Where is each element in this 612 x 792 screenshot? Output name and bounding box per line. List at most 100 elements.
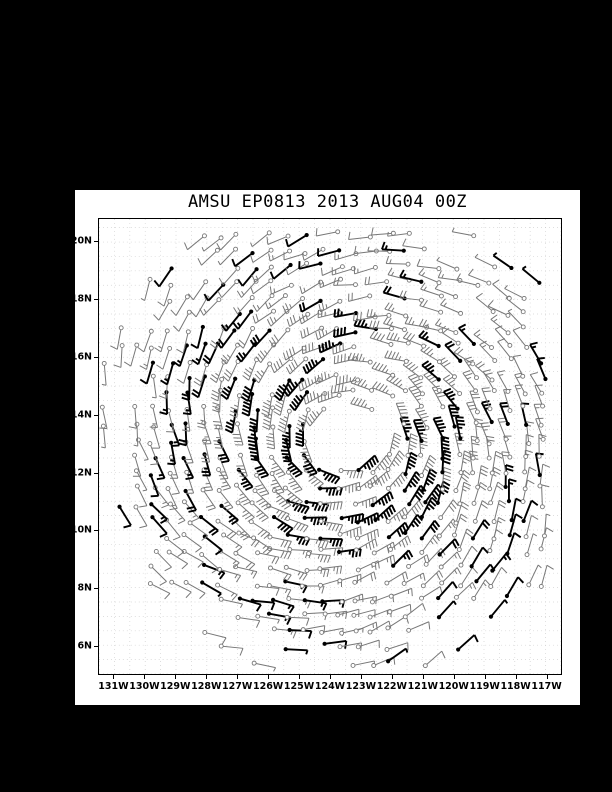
wind-barb [236, 467, 254, 491]
wind-barb [454, 416, 466, 441]
x-tick-label: 130W [129, 681, 160, 692]
wind-barb [385, 255, 411, 267]
wind-barb [522, 466, 537, 492]
wind-barb [229, 393, 242, 418]
wind-barb [494, 325, 513, 348]
x-tick [268, 675, 270, 679]
wind-barb [201, 467, 214, 492]
wind-barb [370, 491, 394, 508]
wind-barb [284, 614, 310, 626]
wind-barb [318, 546, 344, 556]
wind-barb [113, 343, 125, 368]
wind-barb [419, 454, 437, 478]
y-tick [94, 356, 98, 358]
wind-barb [281, 424, 292, 449]
x-tick [453, 675, 455, 679]
wind-barb [232, 421, 244, 446]
wind-barb [282, 485, 303, 507]
wind-barb [355, 560, 380, 573]
wind-barb [387, 432, 402, 457]
x-tick-label: 126W [252, 681, 284, 692]
wind-barb [347, 352, 373, 365]
wind-barb [247, 425, 258, 451]
wind-barb [172, 309, 192, 332]
wind-barb [439, 325, 461, 346]
wind-barb [353, 538, 378, 553]
wind-barb [481, 387, 493, 412]
wind-barb [251, 660, 277, 672]
wind-barb [512, 326, 530, 350]
wind-barb [355, 528, 380, 542]
wind-barb [99, 404, 108, 430]
wind-barb [270, 356, 294, 374]
wind-barb [314, 371, 339, 385]
wind-barb [317, 501, 343, 511]
wind-barb [322, 610, 348, 620]
x-tick [484, 675, 486, 679]
wind-barb [364, 276, 390, 286]
wind-barb [193, 362, 210, 387]
wind-barb [217, 246, 238, 266]
wind-barb [339, 593, 364, 605]
wind-barb [302, 515, 328, 526]
wind-barb [268, 565, 292, 582]
wind-barb [370, 455, 392, 476]
wind-barb [232, 309, 254, 330]
wind-barb [215, 328, 237, 349]
wind-barb [480, 422, 492, 447]
wind-barb [250, 278, 274, 295]
wind-barb [285, 260, 310, 276]
wind-barb [200, 487, 216, 511]
wind-barb [166, 549, 189, 570]
wind-barb [248, 519, 271, 539]
x-tick [175, 675, 177, 679]
wind-barb [134, 483, 148, 508]
x-tick-label: 125W [283, 681, 315, 692]
x-tick [237, 675, 239, 679]
wind-barb [337, 642, 363, 651]
wind-barb [201, 562, 226, 580]
wind-barb [482, 369, 497, 394]
wind-barb [371, 227, 396, 236]
wind-barb [199, 297, 222, 316]
wind-barb [356, 474, 380, 491]
wind-barb [183, 488, 197, 513]
wind-barb [469, 450, 479, 476]
wind-barb [418, 330, 441, 349]
wind-barb [535, 417, 546, 442]
wind-barb [150, 373, 157, 399]
wind-barb [386, 331, 411, 346]
wind-barb [421, 360, 441, 382]
wind-barb [490, 314, 511, 336]
y-tick [94, 298, 98, 300]
wind-barb [337, 547, 362, 558]
wind-barb [367, 471, 391, 489]
wind-barb [451, 227, 477, 239]
wind-barb [285, 232, 309, 248]
wind-barb [231, 250, 255, 268]
wind-barb [479, 340, 498, 363]
y-tick [94, 241, 98, 243]
wind-barb [538, 527, 554, 552]
wind-barb [215, 582, 238, 601]
wind-barb [337, 526, 362, 539]
wind-barb [337, 573, 362, 584]
wind-barb [273, 378, 292, 402]
wind-barb [333, 277, 358, 288]
wind-barb [187, 279, 209, 301]
wind-barb [408, 385, 424, 409]
plot-axes [98, 218, 562, 675]
wind-barb [295, 422, 306, 448]
wind-barb [202, 630, 227, 645]
wind-barb [140, 276, 153, 301]
wind-barb [304, 536, 329, 549]
wind-barb [233, 550, 256, 570]
wind-barb [183, 439, 194, 464]
wind-barb [402, 602, 426, 620]
wind-barb [233, 295, 255, 315]
wind-barb [133, 468, 148, 492]
wind-barb [123, 342, 140, 367]
wind-barb [348, 231, 373, 241]
wind-barb [286, 469, 303, 493]
wind-barb [492, 252, 514, 271]
